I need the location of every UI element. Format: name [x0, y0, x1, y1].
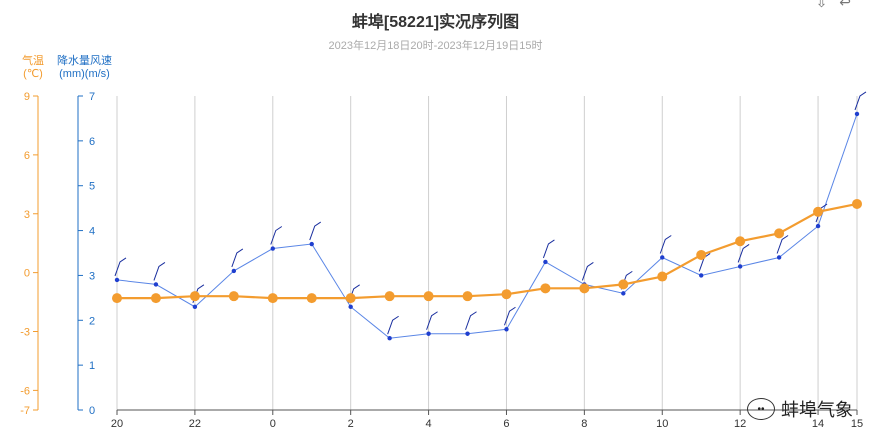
x-tick-label: 10 [656, 418, 668, 430]
wind-barb [270, 226, 283, 245]
wind-barb [114, 257, 127, 277]
flow-axis-title: 降水量风速 (mm)(m/s) [57, 55, 112, 81]
temperature-point [150, 293, 161, 304]
wind-barb [776, 235, 789, 254]
x-tick-label: 15 [851, 418, 863, 430]
flow-tick-label: 5 [89, 181, 95, 193]
wind-speed-point [270, 246, 275, 251]
temperature-point [267, 293, 278, 304]
temperature-point [813, 206, 824, 217]
temperature-point [657, 271, 668, 282]
wind-barb [737, 244, 750, 263]
temperature-point [618, 279, 629, 290]
flow-tick-label: 1 [89, 360, 95, 372]
wind-speed-point [776, 255, 782, 260]
wind-barb [581, 261, 594, 281]
temperature-tick-label: -6 [20, 385, 30, 397]
wind-barb [426, 311, 438, 330]
temperature-point [112, 293, 122, 304]
wind-speed-point [815, 223, 821, 229]
temperature-tick-label: 0 [24, 268, 30, 280]
flow-axis-unit: (mm)(m/s) [59, 68, 110, 80]
flow-tick-label: 0 [89, 405, 95, 417]
wind-speed-point [192, 304, 198, 310]
flow-tick-label: 4 [89, 226, 95, 238]
wind-speed-point [504, 327, 509, 332]
temperature-tick-label: 6 [24, 150, 30, 162]
flow-tick-label: 6 [89, 136, 95, 148]
temperature-point [384, 291, 395, 302]
toolbar: ⇩ ↩ [808, 0, 851, 11]
wind-speed-point [621, 291, 626, 296]
wind-barb [153, 261, 166, 281]
wind-barb [542, 239, 555, 259]
x-tick-label: 8 [581, 418, 587, 430]
temperature-point [501, 289, 512, 300]
wind-speed-point [114, 277, 120, 283]
watermark: •• 蚌埠气象 [747, 396, 853, 422]
x-tick-label: 2 [348, 418, 354, 430]
wind-speed-line [116, 113, 858, 339]
chart-title: 蚌埠[58221]实况序列图 [351, 14, 520, 31]
back-icon[interactable]: ↩ [839, 0, 851, 10]
flow-tick-label: 7 [89, 91, 95, 103]
temperature-point [345, 293, 356, 304]
x-tick-label: 0 [270, 418, 276, 430]
temperature-point [735, 236, 746, 247]
wind-barb [387, 315, 399, 335]
temperature-point [306, 293, 317, 304]
temperature-point [462, 291, 473, 302]
temperature-tick-label: 9 [24, 91, 30, 103]
wind-speed-point [387, 336, 392, 341]
wind-speed-point [231, 268, 237, 274]
x-tick-label: 12 [734, 418, 746, 430]
wind-barb [231, 248, 244, 268]
wind-speed-point [737, 264, 743, 269]
temperature-axis-label: 气温 [22, 55, 44, 67]
x-tick-label: 14 [812, 418, 824, 430]
wind-speed-point [348, 304, 353, 310]
wind-speed-point [309, 241, 314, 247]
temperature-point [228, 291, 239, 302]
x-tick-label: 6 [503, 418, 509, 430]
temperature-tick-label: -3 [20, 327, 30, 339]
temperature-point [423, 291, 434, 302]
flow-tick-label: 3 [89, 270, 95, 282]
wind-barb [659, 235, 672, 254]
wind-barb [504, 306, 516, 326]
wind-barb [465, 311, 477, 330]
temperature-point [540, 283, 551, 294]
x-tick-label: 20 [111, 418, 123, 430]
wind-speed-point [854, 111, 860, 117]
wechat-icon: •• [747, 398, 775, 420]
wind-barb [309, 221, 322, 241]
temperature-axis-unit: (℃) [23, 68, 43, 80]
wind-speed-point [426, 331, 431, 336]
wind-barb [854, 91, 867, 111]
flow-axis-label: 降水量风速 [57, 55, 112, 67]
flow-tick-label: 2 [89, 315, 95, 327]
temperature-point [852, 198, 862, 209]
wind-speed-point [660, 255, 665, 260]
temperature-point [579, 283, 590, 294]
x-tick-label: 4 [426, 418, 432, 430]
wind-speed-point [543, 259, 548, 265]
temperature-point [189, 291, 200, 302]
temperature-point [696, 249, 707, 260]
wind-speed-point [465, 331, 470, 336]
chart-subtitle: 2023年12月18日20时-2023年12月19日15时 [328, 40, 543, 52]
temperature-axis-title: 气温 (℃) [22, 55, 44, 81]
watermark-text: 蚌埠气象 [781, 400, 853, 420]
download-icon[interactable]: ⇩ [815, 0, 828, 10]
wind-speed-point [699, 273, 704, 278]
x-tick-label: 22 [189, 418, 201, 430]
temperature-tick-label: -7 [20, 405, 30, 417]
temperature-line [117, 202, 858, 300]
wind-speed-point [153, 282, 159, 287]
temperature-tick-label: 3 [24, 209, 30, 221]
temperature-point [774, 228, 785, 239]
